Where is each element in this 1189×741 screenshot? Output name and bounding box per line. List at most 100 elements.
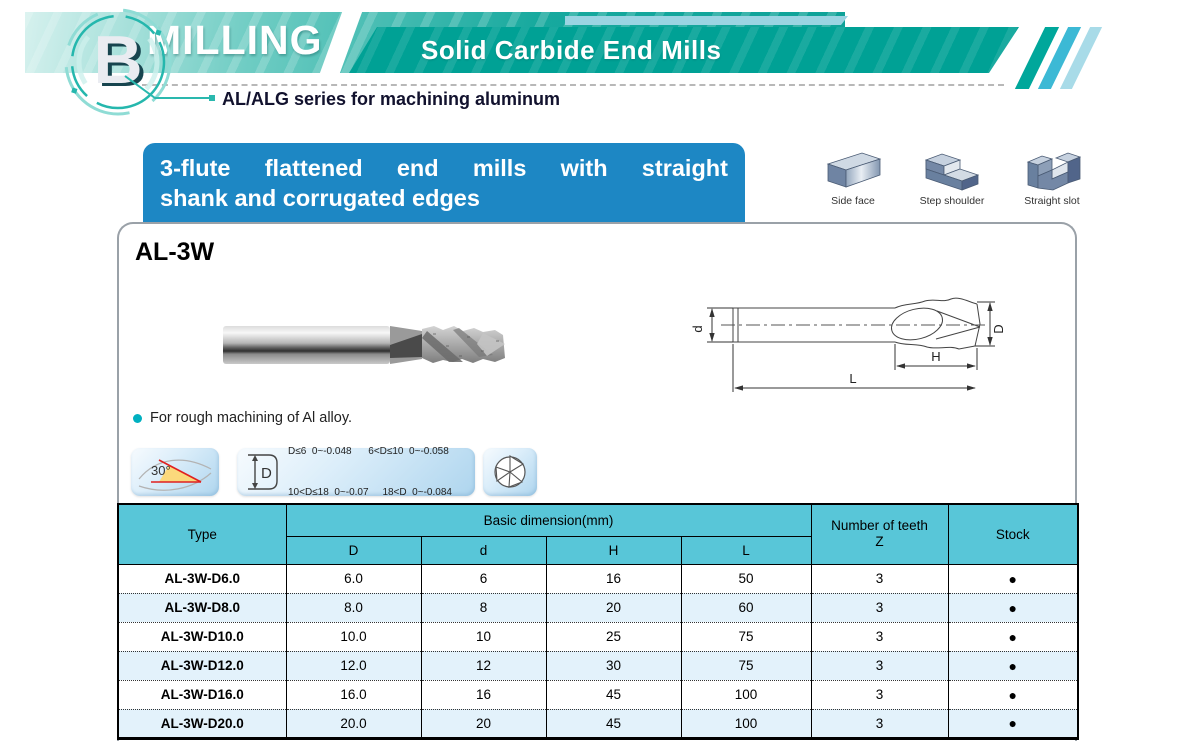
row-H: 30 [545,650,682,680]
row-stock-dot: ● [947,650,1079,680]
application-label: Side face [831,195,875,207]
dim-label-H: H [931,349,940,364]
helix-angle-icon: 30° [138,459,212,491]
row-L: 100 [680,708,812,738]
flute-section-badge [483,448,537,496]
row-D: 8.0 [285,592,422,622]
product-model: AL-3W [135,238,215,266]
row-D: 10.0 [285,621,422,651]
table-row: AL-3W-D8.0 8.0 8 20 60 3 ● [117,592,1079,622]
col-header-L: L [680,535,812,565]
row-type: AL-3W-D16.0 [117,679,287,709]
row-stock-dot: ● [947,564,1079,593]
row-d: 10 [420,621,547,651]
table-row: AL-3W-D10.0 10.0 10 25 75 3 ● [117,621,1079,651]
row-L: 50 [680,564,812,593]
application-side-face: Side face [822,146,884,207]
logo-letter: B [93,22,142,98]
row-H: 20 [545,592,682,622]
flute-cross-section-icon [494,455,526,488]
row-d: 20 [420,708,547,738]
col-header-teeth-line1: Number of teeth [831,518,928,534]
row-H: 45 [545,708,682,738]
row-d: 8 [420,592,547,622]
step-shoulder-icon [924,153,980,191]
application-step-shoulder: Step shoulder [919,146,985,207]
row-d: 12 [420,650,547,680]
tolerance-badge: D D≤6 0~-0.048 6<D≤10 0~-0.058 10<D≤18 0… [237,446,475,498]
row-type: AL-3W-D20.0 [117,708,287,738]
row-d: 6 [420,564,547,593]
row-H: 25 [545,621,682,651]
row-stock-dot: ● [947,679,1079,709]
row-D: 16.0 [285,679,422,709]
feature-line: For rough machining of Al alloy. [133,410,352,426]
application-label: Straight slot [1024,195,1080,207]
helix-angle-badge: 30° [131,448,219,496]
diameter-tolerance-icon: D [248,454,278,490]
feature-text: For rough machining of Al alloy. [150,410,353,426]
application-icons: Side face Step shoulder [822,146,1084,207]
tolerance-dim-letter: D [261,465,272,482]
col-header-basic-dimension: Basic dimension(mm) [285,503,812,537]
row-L: 75 [680,650,812,680]
header-top-stripe [565,16,848,25]
svg-text:B: B [97,25,146,101]
dim-label-D: D [991,324,1006,333]
application-straight-slot: Straight slot [1020,146,1084,207]
row-D: 12.0 [285,650,422,680]
endmill-photo [223,326,505,364]
tolerance-text: D≤6 0~-0.048 6<D≤10 0~-0.058 10<D≤18 0~-… [288,418,452,526]
row-stock-dot: ● [947,592,1079,622]
row-z: 3 [810,708,949,738]
table-row: AL-3W-D12.0 12.0 12 30 75 3 ● [117,650,1079,680]
row-type: AL-3W-D12.0 [117,650,287,680]
dimensions-table: Type Basic dimension(mm) Number of teeth… [117,503,1080,740]
row-L: 75 [680,621,812,651]
application-label: Step shoulder [919,195,985,207]
col-header-d: d [420,535,547,565]
row-H: 16 [545,564,682,593]
header-subtitle-band: Solid Carbide End Mills [349,27,1019,73]
section-logo-icon: B B [64,8,172,116]
row-z: 3 [810,621,949,651]
side-face-icon [826,152,882,188]
row-d: 16 [420,679,547,709]
col-header-D: D [285,535,422,565]
table-row: AL-3W-D16.0 16.0 16 45 100 3 ● [117,679,1079,709]
row-stock-dot: ● [947,708,1079,738]
page-subtitle: Solid Carbide End Mills [421,34,722,65]
row-D: 6.0 [285,564,422,593]
table-row: AL-3W-D6.0 6.0 6 16 50 3 ● [117,564,1079,593]
dim-label-L: L [849,371,856,386]
row-type: AL-3W-D8.0 [117,592,287,622]
straight-slot-icon [1026,152,1082,191]
tolerance-line1: D≤6 0~-0.048 6<D≤10 0~-0.058 [288,446,449,457]
banner-title-line1: 3-flute flattened end mills with straigh… [160,155,728,181]
row-z: 3 [810,592,949,622]
row-type: AL-3W-D6.0 [117,564,287,593]
row-H: 45 [545,679,682,709]
product-box: AL-3W [117,222,1077,741]
table-row: AL-3W-D20.0 20.0 20 45 100 3 ● [117,708,1079,738]
col-header-stock: Stock [947,503,1079,565]
series-note: AL/ALG series for machining aluminum [222,89,561,109]
product-title-banner: 3-flute flattened end mills with straigh… [143,143,745,222]
row-stock-dot: ● [947,621,1079,651]
helix-angle-value: 30° [151,463,171,478]
col-header-teeth-line2: Z [875,534,884,550]
row-L: 60 [680,592,812,622]
row-D: 20.0 [285,708,422,738]
row-z: 3 [810,679,949,709]
banner-title-line2: shank and corrugated edges [160,185,480,211]
tolerance-line2: 10<D≤18 0~-0.07 18<D 0~-0.084 [288,486,452,498]
section-title: MILLING [147,17,323,63]
row-z: 3 [810,650,949,680]
bullet-icon [133,413,142,423]
row-type: AL-3W-D10.0 [117,621,287,651]
col-header-type: Type [117,503,287,565]
col-header-H: H [545,535,682,565]
dim-label-d: d [690,325,705,332]
row-L: 100 [680,679,812,709]
